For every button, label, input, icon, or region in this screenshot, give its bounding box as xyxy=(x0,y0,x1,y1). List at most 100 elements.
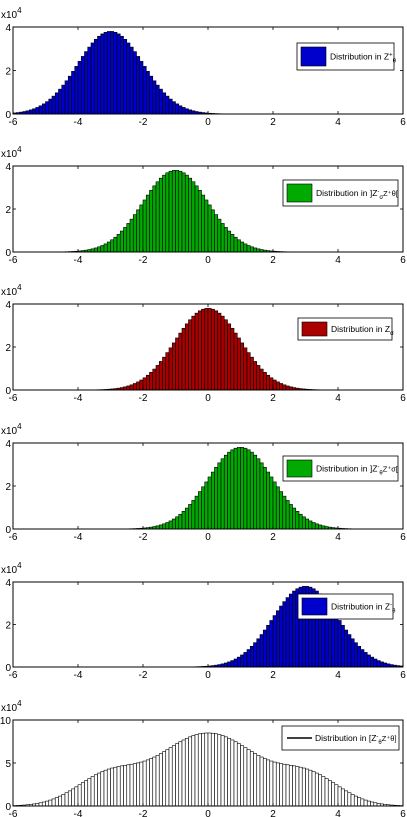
x-tick-label: 0 xyxy=(205,809,211,817)
histogram-bar xyxy=(227,323,232,391)
legend-swatch xyxy=(286,183,313,203)
histogram-bar xyxy=(259,462,264,530)
histogram-bar xyxy=(262,629,267,668)
histogram-bar xyxy=(132,763,137,807)
histogram-bar xyxy=(93,774,98,807)
histogram-bar xyxy=(188,109,193,115)
histogram-bar xyxy=(370,656,375,668)
y-tick-label: 2 xyxy=(5,205,11,216)
histogram-bar xyxy=(184,174,189,253)
histogram-bar xyxy=(84,51,89,115)
histogram-bar xyxy=(41,103,46,115)
histogram-bar xyxy=(162,92,167,115)
histogram-bar xyxy=(136,381,141,391)
histogram-bar xyxy=(197,310,202,391)
histogram-bar xyxy=(100,245,105,253)
histogram-bar xyxy=(184,507,189,530)
histogram-bar xyxy=(165,172,170,253)
histogram-bar xyxy=(149,372,154,391)
histogram-bar xyxy=(54,797,59,807)
histogram-bar xyxy=(243,347,248,391)
y-tick-label: 2 xyxy=(5,343,11,354)
histogram-bar xyxy=(204,199,209,253)
histogram-bar xyxy=(119,35,124,115)
histogram-bar xyxy=(45,800,50,807)
histogram-bar xyxy=(347,634,352,668)
histogram-bar xyxy=(249,751,254,807)
histogram-bar xyxy=(243,747,248,807)
histogram-bar xyxy=(145,374,150,391)
histogram-bar xyxy=(162,356,167,391)
y-tick-label: 0 xyxy=(5,248,11,259)
histogram-bar xyxy=(353,795,358,807)
histogram-bar xyxy=(106,768,111,807)
histogram-bar xyxy=(272,481,277,530)
histogram-bar xyxy=(194,734,199,807)
histogram-bar xyxy=(376,660,381,668)
histogram-bar xyxy=(220,223,225,253)
histogram-bars xyxy=(41,170,310,253)
histogram-bar xyxy=(275,762,280,807)
histogram-bar xyxy=(142,66,147,115)
histogram-bar xyxy=(334,784,339,807)
histogram-bar xyxy=(175,337,180,391)
histogram-bar xyxy=(230,449,235,530)
histogram-bar xyxy=(181,511,186,530)
histogram-bar xyxy=(272,761,277,807)
histogram-bar xyxy=(236,337,241,391)
histogram-bar xyxy=(155,84,160,115)
x-tick-label: 2 xyxy=(270,393,276,404)
y-multiplier-label: x104 xyxy=(1,699,22,714)
histogram-bar xyxy=(259,634,264,668)
y-multiplier-base: x10 xyxy=(1,287,18,298)
legend: Distribution in Zσ xyxy=(297,317,394,341)
histogram-bar xyxy=(353,642,358,668)
y-multiplier-base: x10 xyxy=(1,149,18,160)
histogram-bar xyxy=(106,31,111,115)
histogram-bar xyxy=(184,323,189,391)
histogram-bar xyxy=(136,762,141,807)
histogram-bar xyxy=(175,743,180,807)
histogram-bar xyxy=(100,33,105,115)
histogram-bar xyxy=(168,747,173,807)
histogram-bar xyxy=(379,661,384,668)
histogram-bar xyxy=(126,764,131,807)
histogram-bar xyxy=(272,615,277,668)
histogram-bar xyxy=(38,105,43,115)
histogram-bar xyxy=(292,590,297,668)
histogram-bar xyxy=(259,368,264,391)
histogram-bar xyxy=(269,760,274,807)
histogram-bar xyxy=(158,177,163,253)
histogram-bar xyxy=(279,491,284,530)
x-tick-label: 4 xyxy=(335,393,341,404)
histogram-bar xyxy=(227,230,232,253)
histogram-bar xyxy=(305,768,310,807)
histogram-bar xyxy=(178,105,183,115)
histogram-bar xyxy=(217,218,222,253)
histogram-bar xyxy=(357,797,362,807)
x-tick-label: 0 xyxy=(205,117,211,128)
histogram-bar xyxy=(292,765,297,807)
histogram-bar xyxy=(217,462,222,530)
histogram-bar xyxy=(207,476,212,530)
y-multiplier-label: x104 xyxy=(1,422,22,437)
legend-text: Distribution in Z xyxy=(331,602,390,612)
histogram-bar xyxy=(188,504,193,530)
histogram-bar xyxy=(162,751,167,807)
histogram-bar xyxy=(97,772,102,807)
histogram-bar xyxy=(223,662,228,668)
histogram-bar xyxy=(357,646,362,668)
y-multiplier-base: x10 xyxy=(1,10,18,21)
histogram-bar xyxy=(181,739,186,807)
histogram-bar xyxy=(28,109,33,115)
histogram-bar xyxy=(240,447,245,530)
histogram-bar xyxy=(207,204,212,253)
histogram-bar xyxy=(194,495,199,530)
histogram-bar xyxy=(210,471,215,530)
histogram-bars xyxy=(12,732,404,807)
histogram-bar xyxy=(249,646,254,668)
histogram-bar xyxy=(288,765,293,807)
histogram-bar xyxy=(165,95,170,115)
histogram-bar xyxy=(110,767,115,807)
